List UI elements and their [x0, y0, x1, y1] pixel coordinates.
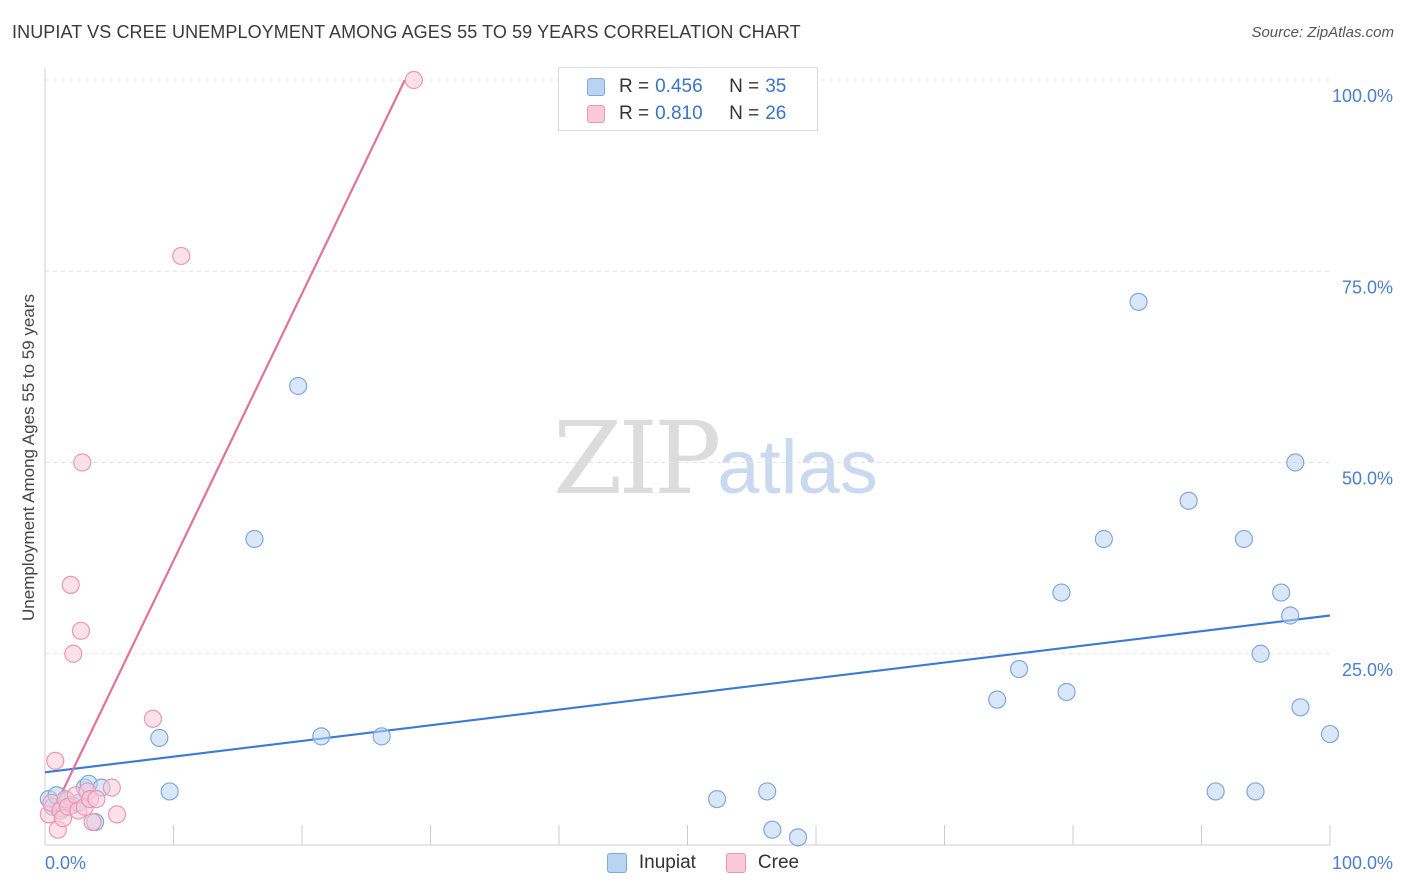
- legend-n-value-cree: 26: [765, 103, 787, 124]
- legend-row-cree: R = 0.810 N = 26: [587, 102, 786, 126]
- legend-n-label: N =: [729, 103, 760, 124]
- legend-swatch-inupiat: [587, 78, 605, 96]
- point-cree: [71, 621, 91, 640]
- legend-r-value-cree: 0.810: [655, 103, 703, 124]
- legend-r-label: R =: [619, 103, 650, 124]
- point-inupiat: [1129, 292, 1148, 311]
- series-legend: Inupiat Cree: [0, 852, 1406, 874]
- correlation-legend: R = 0.456 N = 35 R = 0.810 N = 26: [558, 67, 818, 131]
- point-inupiat: [988, 690, 1007, 709]
- point-cree: [143, 709, 163, 728]
- point-inupiat: [1272, 583, 1291, 602]
- point-inupiat: [1246, 782, 1265, 801]
- point-cree: [64, 644, 83, 663]
- point-inupiat: [1179, 491, 1198, 510]
- y-tick-label: 75.0%: [1342, 277, 1393, 297]
- data-points: [39, 70, 1340, 847]
- chart-title: INUPIAT VS CREE UNEMPLOYMENT AMONG AGES …: [12, 22, 801, 42]
- legend-n-value-inupiat: 35: [765, 76, 787, 97]
- trendline-inupiat: [44, 614, 1331, 774]
- legend-swatch-cree: [587, 105, 605, 123]
- point-inupiat: [160, 782, 179, 801]
- series-label-cree: Cree: [757, 852, 800, 873]
- series-label-inupiat: Inupiat: [638, 852, 696, 873]
- y-axis-title: Unemployment Among Ages 55 to 59 years: [19, 294, 38, 621]
- point-cree: [107, 805, 127, 824]
- series-legend-inupiat: Inupiat: [606, 852, 696, 874]
- point-inupiat: [1052, 583, 1071, 602]
- point-cree: [172, 246, 191, 266]
- point-inupiat: [1009, 659, 1029, 679]
- point-inupiat: [150, 728, 169, 748]
- axis-labels: 25.0% 50.0% 75.0% 100.0% 0.0% 100.0% Unemploym…: [19, 86, 1393, 873]
- point-inupiat: [763, 820, 782, 839]
- point-inupiat: [1281, 606, 1300, 625]
- point-inupiat: [1234, 529, 1254, 549]
- point-cree: [83, 812, 102, 832]
- point-inupiat: [788, 828, 808, 847]
- watermark-zip: ZIP: [553, 400, 721, 517]
- y-tick-label: 50.0%: [1342, 469, 1393, 489]
- point-inupiat: [758, 782, 777, 801]
- point-inupiat: [1057, 682, 1076, 702]
- legend-n-label: N =: [729, 76, 760, 97]
- x-tick-label-min: 0.0%: [45, 853, 86, 873]
- point-cree: [46, 751, 65, 770]
- axes: [44, 68, 1331, 846]
- point-cree: [73, 453, 92, 472]
- point-inupiat: [289, 376, 308, 396]
- x-tick-label-max: 100.0%: [1332, 853, 1393, 873]
- y-tick-label: 25.0%: [1342, 660, 1393, 680]
- point-inupiat: [1291, 698, 1310, 717]
- y-tick-label: 100.0%: [1332, 86, 1393, 106]
- source-credit: Source: ZipAtlas.com: [1251, 24, 1394, 41]
- point-cree: [404, 70, 423, 90]
- point-inupiat: [1320, 724, 1340, 744]
- point-inupiat: [372, 727, 391, 746]
- point-inupiat: [707, 789, 727, 809]
- trend-lines: [44, 79, 1331, 815]
- point-inupiat: [1251, 644, 1270, 663]
- point-inupiat: [245, 529, 264, 549]
- point-cree: [87, 789, 106, 809]
- point-inupiat: [1206, 782, 1225, 801]
- point-inupiat: [1094, 529, 1113, 549]
- point-inupiat: [1286, 453, 1305, 472]
- point-inupiat: [312, 727, 331, 746]
- series-swatch-inupiat: [606, 853, 627, 873]
- legend-row-inupiat: R = 0.456 N = 35: [587, 75, 786, 99]
- point-cree: [61, 575, 80, 595]
- series-legend-cree: Cree: [725, 852, 800, 874]
- series-swatch-cree: [725, 853, 746, 873]
- grid-lines: [45, 79, 1330, 655]
- point-cree: [102, 778, 121, 797]
- watermark-atlas: atlas: [717, 425, 878, 510]
- watermark: ZIPatlas: [553, 400, 878, 517]
- trendline-cree: [50, 79, 406, 815]
- legend-r-label: R =: [619, 76, 650, 97]
- legend-r-value-inupiat: 0.456: [655, 76, 703, 97]
